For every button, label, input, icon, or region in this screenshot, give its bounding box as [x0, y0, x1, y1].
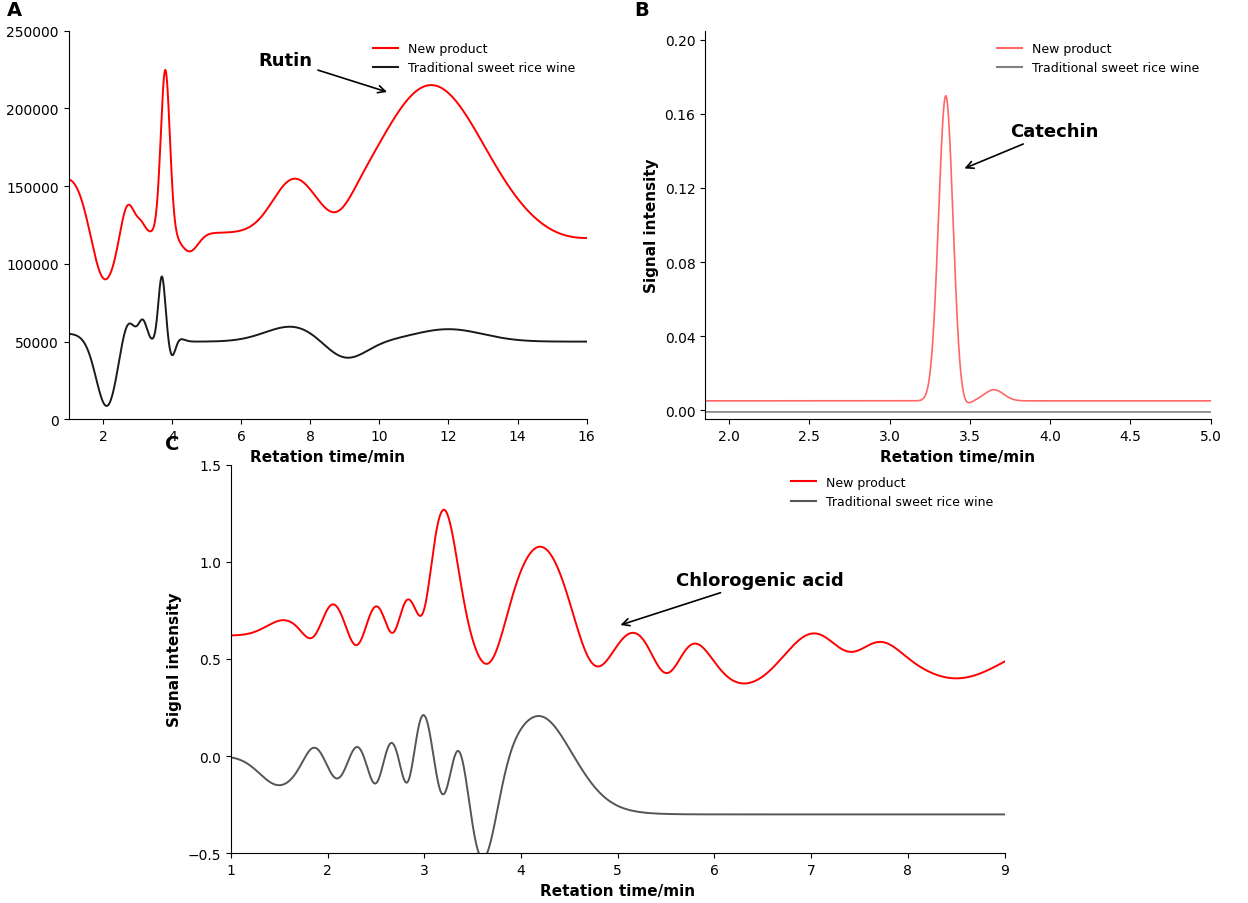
Legend: New product, Traditional sweet rice wine: New product, Traditional sweet rice wine	[786, 471, 998, 514]
Y-axis label: Signal intensity: Signal intensity	[167, 592, 182, 726]
Text: B: B	[634, 1, 649, 20]
Text: Catechin: Catechin	[966, 123, 1098, 169]
Legend: New product, Traditional sweet rice wine: New product, Traditional sweet rice wine	[992, 38, 1204, 80]
X-axis label: Retation time/min: Retation time/min	[540, 882, 695, 898]
Text: Rutin: Rutin	[258, 51, 386, 94]
Legend: New product, Traditional sweet rice wine: New product, Traditional sweet rice wine	[368, 38, 580, 80]
Text: C: C	[165, 434, 180, 453]
Y-axis label: Signal intensity: Signal intensity	[644, 159, 659, 293]
X-axis label: Retation time/min: Retation time/min	[880, 449, 1036, 464]
Text: Chlorogenic acid: Chlorogenic acid	[623, 572, 844, 626]
Text: A: A	[6, 1, 21, 20]
X-axis label: Retation time/min: Retation time/min	[250, 449, 406, 464]
